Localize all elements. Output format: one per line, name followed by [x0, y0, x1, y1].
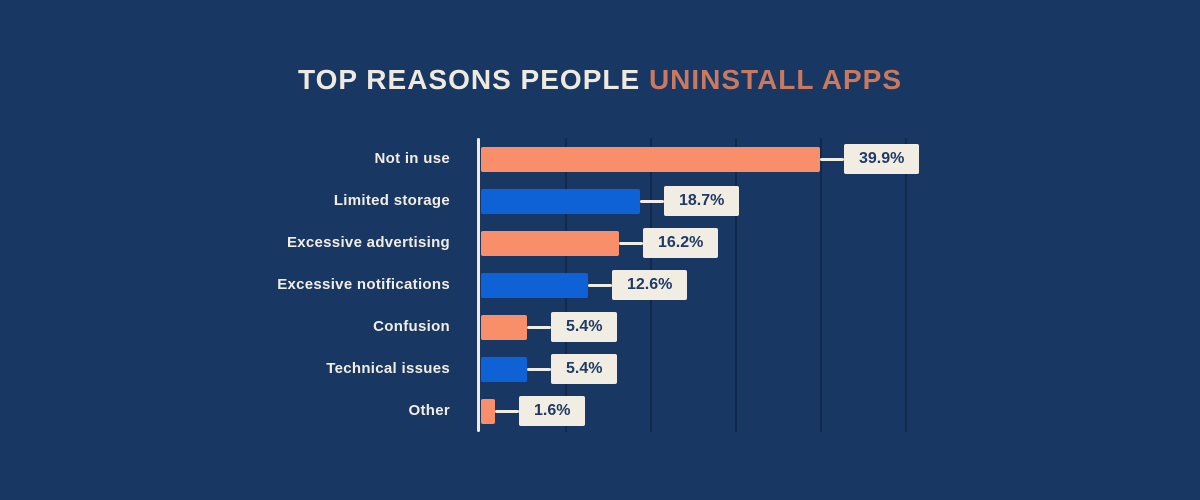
value-label-box: 39.9%	[844, 144, 920, 174]
gridline-50pct	[905, 138, 907, 432]
gridline-30pct	[735, 138, 737, 432]
value-connector-line	[640, 199, 664, 203]
category-label: Confusion	[373, 318, 450, 335]
category-label: Excessive notifications	[277, 276, 450, 293]
category-label: Not in use	[374, 150, 450, 167]
chart-title-prefix: TOP REASONS PEOPLE	[297, 64, 641, 95]
bar	[481, 230, 619, 256]
bar	[481, 398, 495, 424]
value-connector-line	[527, 325, 551, 329]
value-connector-line	[495, 409, 519, 413]
value-label-box: 18.7%	[664, 186, 740, 216]
value-label-box: 16.2%	[643, 228, 719, 258]
gridline-40pct	[820, 138, 822, 432]
value-connector-line	[820, 157, 844, 161]
value-connector-line	[588, 283, 612, 287]
value-label-box: 1.6%	[519, 396, 586, 426]
chart-title: TOP REASONS PEOPLE UNINSTALL APPS	[0, 64, 1200, 96]
value-label-box: 5.4%	[551, 312, 618, 342]
category-label: Limited storage	[333, 192, 450, 209]
chart-title-highlight: UNINSTALL APPS	[648, 64, 902, 95]
value-label-box: 5.4%	[551, 354, 618, 384]
value-connector-line	[527, 367, 551, 371]
bar	[481, 272, 588, 298]
value-connector-line	[619, 241, 643, 245]
category-label: Excessive advertising	[286, 234, 450, 251]
category-label: Technical issues	[326, 360, 450, 377]
bar	[481, 314, 527, 340]
title-spacer	[640, 64, 649, 95]
value-label-box: 12.6%	[612, 270, 688, 300]
y-axis-line	[477, 138, 480, 432]
bar	[481, 356, 527, 382]
category-label: Other	[408, 402, 450, 419]
bar	[481, 188, 640, 214]
bar	[481, 146, 820, 172]
